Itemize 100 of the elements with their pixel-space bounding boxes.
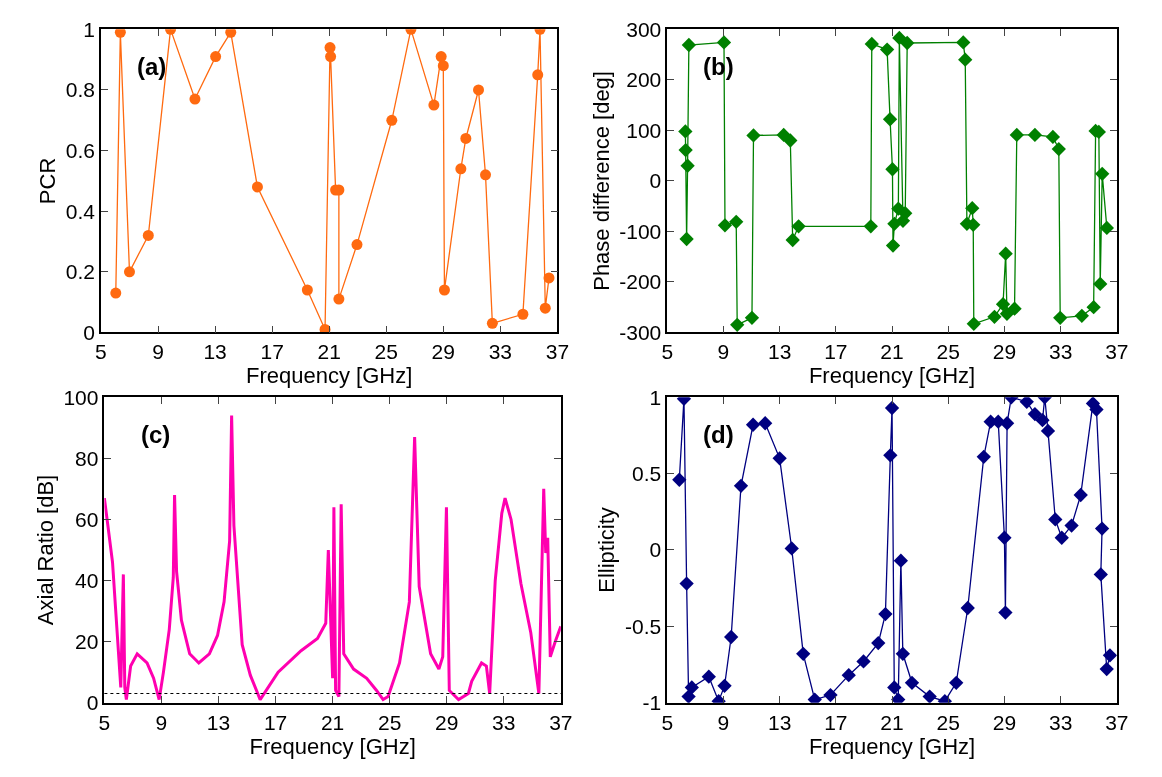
point bbox=[1027, 406, 1043, 422]
point bbox=[189, 93, 201, 105]
x-tick-label: 29 bbox=[992, 710, 1017, 734]
point bbox=[997, 530, 1012, 545]
annotation: (a) bbox=[137, 53, 167, 80]
point bbox=[1095, 166, 1110, 181]
y-tick-label: 1 bbox=[649, 385, 662, 409]
point bbox=[672, 472, 687, 487]
x-tick-label: 21 bbox=[880, 340, 904, 364]
y-tick-label: 0 bbox=[86, 691, 99, 715]
y-tick-label: -1 bbox=[642, 691, 662, 715]
y-tick-label: 60 bbox=[75, 507, 99, 531]
point bbox=[225, 29, 237, 38]
point bbox=[455, 163, 467, 175]
point bbox=[883, 448, 898, 463]
x-tick-label: 5 bbox=[95, 340, 107, 364]
x-axis-title: Frequency [GHz] bbox=[246, 363, 413, 389]
x-tick-label: 9 bbox=[717, 710, 730, 734]
x-axis-title: Frequency [GHz] bbox=[808, 733, 976, 759]
x-tick-label: 29 bbox=[435, 710, 459, 734]
x-tick-label: 17 bbox=[824, 710, 848, 734]
x-tick-label: 25 bbox=[374, 340, 398, 364]
y-tick-label: 0.8 bbox=[65, 78, 95, 102]
point bbox=[976, 449, 991, 464]
point bbox=[1048, 512, 1063, 527]
point bbox=[1007, 301, 1022, 316]
x-tick-label: 13 bbox=[206, 710, 231, 734]
point bbox=[333, 293, 345, 305]
point bbox=[1054, 530, 1069, 545]
point bbox=[1051, 141, 1066, 157]
point bbox=[863, 219, 878, 234]
point bbox=[1053, 310, 1068, 325]
y-tick-label: 100 bbox=[626, 118, 662, 142]
x-tick-label: 13 bbox=[767, 710, 792, 734]
y-tick-label: 0.2 bbox=[65, 260, 95, 284]
y-tick-label: 0.4 bbox=[65, 199, 96, 223]
point bbox=[678, 142, 693, 158]
point bbox=[1035, 413, 1050, 428]
point bbox=[884, 400, 900, 416]
point bbox=[1099, 220, 1114, 236]
point bbox=[325, 51, 337, 63]
point bbox=[871, 635, 886, 651]
x-tick-label: 29 bbox=[431, 340, 455, 364]
point bbox=[998, 605, 1013, 620]
point bbox=[678, 124, 693, 139]
x-tick-label: 33 bbox=[488, 340, 513, 364]
line-series bbox=[104, 414, 561, 702]
point bbox=[724, 629, 739, 645]
point bbox=[679, 231, 694, 247]
x-tick-label: 5 bbox=[98, 710, 111, 734]
x-tick-label: 17 bbox=[263, 710, 288, 734]
point bbox=[1040, 423, 1056, 439]
point bbox=[351, 239, 363, 251]
point bbox=[995, 297, 1011, 312]
y-tick-label: -300 bbox=[619, 320, 662, 344]
point bbox=[251, 181, 263, 193]
point bbox=[701, 669, 716, 684]
point bbox=[895, 646, 910, 661]
y-tick-label: -0.5 bbox=[625, 614, 662, 638]
y-axis-title: PCR bbox=[35, 157, 61, 205]
point bbox=[864, 36, 879, 52]
point bbox=[965, 201, 980, 216]
point bbox=[784, 541, 799, 556]
y-tick-label: 0 bbox=[649, 169, 662, 193]
point bbox=[892, 30, 907, 46]
point bbox=[960, 600, 975, 616]
point bbox=[746, 128, 761, 143]
x-tick-label: 37 bbox=[1105, 710, 1129, 734]
point bbox=[878, 606, 893, 622]
y-axis-title: Phase difference [deg] bbox=[588, 71, 614, 291]
point bbox=[885, 238, 901, 253]
point bbox=[730, 317, 745, 333]
point bbox=[733, 478, 749, 493]
annotation: (c) bbox=[141, 421, 171, 448]
point bbox=[998, 246, 1013, 261]
point bbox=[999, 416, 1015, 431]
point bbox=[922, 689, 937, 703]
point bbox=[684, 680, 699, 695]
point bbox=[904, 675, 920, 690]
point bbox=[716, 35, 732, 50]
x-axis-title: Frequency [GHz] bbox=[808, 363, 976, 389]
x-tick-label: 29 bbox=[992, 340, 1017, 364]
x-tick-label: 21 bbox=[320, 710, 345, 734]
point bbox=[539, 302, 551, 314]
x-tick-label: 33 bbox=[1048, 340, 1073, 364]
x-tick-label: 13 bbox=[203, 340, 227, 364]
point bbox=[1093, 276, 1108, 292]
y-tick-label: 200 bbox=[626, 68, 662, 92]
x-tick-label: 5 bbox=[661, 340, 674, 364]
point bbox=[681, 689, 696, 703]
y-tick-label: 100 bbox=[63, 385, 99, 409]
x-tick-label: 13 bbox=[767, 340, 792, 364]
point bbox=[1102, 648, 1117, 663]
point bbox=[532, 69, 544, 81]
point bbox=[486, 317, 498, 329]
y-tick-label: 0.6 bbox=[65, 138, 95, 162]
point bbox=[210, 51, 222, 63]
point bbox=[783, 133, 798, 148]
point bbox=[110, 287, 122, 299]
x-tick-label: 5 bbox=[661, 710, 674, 734]
